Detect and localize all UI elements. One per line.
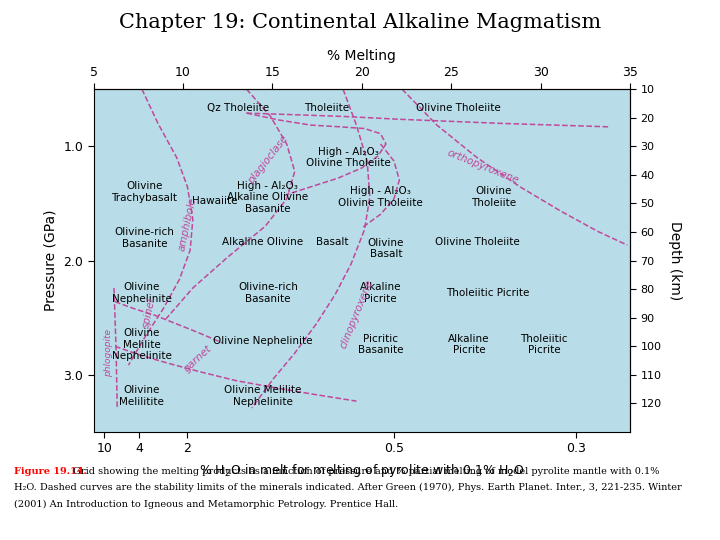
Text: clinopyroxene: clinopyroxene [338,278,375,349]
X-axis label: % H$_2$O in melt for melting of pyrolite with 0.1% H$_2$O: % H$_2$O in melt for melting of pyrolite… [199,462,525,480]
Text: H₂O. Dashed curves are the stability limits of the minerals indicated. After Gre: H₂O. Dashed curves are the stability lim… [14,483,682,492]
Text: Basalt: Basalt [316,237,348,247]
Y-axis label: Depth (km): Depth (km) [668,221,683,300]
Text: amphibole: amphibole [177,197,198,252]
Text: plagioclase: plagioclase [246,133,290,186]
Text: Olivine Nephelinite: Olivine Nephelinite [213,336,312,346]
Text: Olivine
Basalt: Olivine Basalt [368,238,404,259]
Text: Olivine Tholeiite: Olivine Tholeiite [435,237,520,247]
Text: Tholeiite: Tholeiite [305,103,349,113]
Text: High - Al₂O₃
Olivine Tholeiite: High - Al₂O₃ Olivine Tholeiite [338,186,423,208]
Text: Olivine
Nephelinite: Olivine Nephelinite [112,282,172,304]
Text: Tholeiitic Picrite: Tholeiitic Picrite [446,288,529,298]
Text: High - Al₂O₃
Alkaline Olivine
Basanite: High - Al₂O₃ Alkaline Olivine Basanite [228,180,308,214]
Text: Chapter 19: Continental Alkaline Magmatism: Chapter 19: Continental Alkaline Magmati… [119,14,601,32]
Y-axis label: Pressure (GPa): Pressure (GPa) [44,210,58,311]
Text: Olivine
Trachybasalt: Olivine Trachybasalt [112,181,178,203]
Text: Olivine Tholeiite: Olivine Tholeiite [416,103,500,113]
Text: Picritic
Basanite: Picritic Basanite [358,334,403,355]
Text: Alkaline
Picrite: Alkaline Picrite [360,282,401,304]
Text: Olivine
Tholeiite: Olivine Tholeiite [471,186,516,208]
Text: Olivine
Melilite
Nephelinite: Olivine Melilite Nephelinite [112,328,172,361]
Text: Olivine
Melilitite: Olivine Melilitite [120,385,164,407]
Text: Tholeiitic
Picrite: Tholeiitic Picrite [521,334,568,355]
Text: Olivine Melilite
Nephelinite: Olivine Melilite Nephelinite [224,385,301,407]
Text: Figure 19.14.: Figure 19.14. [14,467,87,476]
Text: spinel: spinel [141,296,157,329]
Text: Olivine-rich
Basanite: Olivine-rich Basanite [238,282,298,304]
Text: Hawaiite: Hawaiite [192,195,237,206]
Text: garnet: garnet [182,343,214,374]
Text: Qz Tholeiite: Qz Tholeiite [207,103,269,113]
Text: phlogopite: phlogopite [104,329,113,377]
Text: orthopyroxene: orthopyroxene [445,147,520,185]
Text: Grid showing the melting products as a function of pressure and % partial meltin: Grid showing the melting products as a f… [70,467,660,476]
Text: Olivine-rich
Basanite: Olivine-rich Basanite [114,227,174,249]
Text: (2001) An Introduction to Igneous and Metamorphic Petrology. Prentice Hall.: (2001) An Introduction to Igneous and Me… [14,500,399,509]
Text: Alkaline Olivine: Alkaline Olivine [222,237,303,247]
Text: Alkaline
Picrite: Alkaline Picrite [449,334,490,355]
X-axis label: % Melting: % Melting [328,49,396,63]
Text: High - Al₂O₃
Olivine Tholeiite: High - Al₂O₃ Olivine Tholeiite [306,147,391,168]
